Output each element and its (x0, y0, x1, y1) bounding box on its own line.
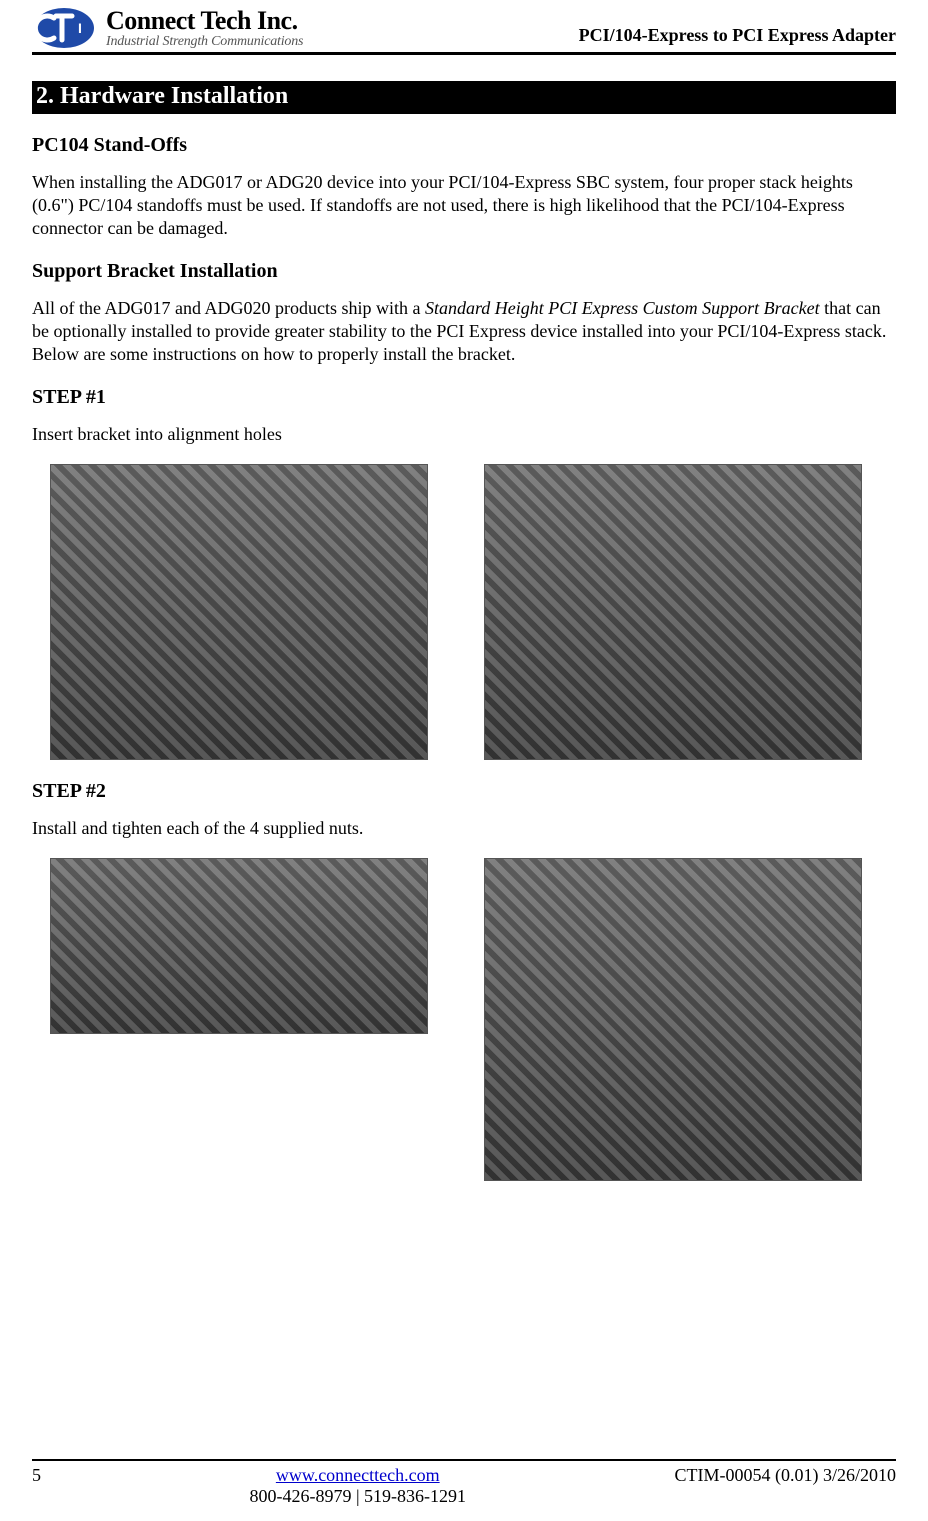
page-content: 2. Hardware Installation PC104 Stand-Off… (32, 55, 896, 1459)
heading-bracket: Support Bracket Installation (32, 260, 896, 283)
image-row-step1 (32, 464, 896, 760)
logo-block: I Connect Tech Inc. Industrial Strength … (32, 6, 303, 50)
company-logo-icon: I (32, 6, 96, 50)
image-row-step2 (32, 858, 896, 1181)
bracket-text-pre: All of the ADG017 and ADG020 products sh… (32, 298, 425, 318)
footer-doc-id: CTIM-00054 (0.01) 3/26/2010 (675, 1465, 896, 1486)
company-tagline: Industrial Strength Communications (106, 35, 303, 49)
svg-text:I: I (78, 20, 82, 36)
company-name: Connect Tech Inc. (106, 8, 303, 34)
footer-center: www.connecttech.com 800-426-8979 | 519-8… (249, 1465, 466, 1507)
heading-step1: STEP #1 (32, 386, 896, 409)
footer-url-link[interactable]: www.connecttech.com (276, 1465, 440, 1485)
footer-phones: 800-426-8979 | 519-836-1291 (249, 1486, 466, 1506)
image-step1-left (50, 464, 428, 760)
logo-text: Connect Tech Inc. Industrial Strength Co… (106, 8, 303, 49)
image-step2-right (484, 858, 862, 1181)
bracket-text-italic: Standard Height PCI Express Custom Suppo… (425, 298, 820, 318)
paragraph-bracket: All of the ADG017 and ADG020 products sh… (32, 297, 896, 366)
image-step2-left (50, 858, 428, 1034)
document-title: PCI/104-Express to PCI Express Adapter (579, 25, 896, 50)
heading-standoffs: PC104 Stand-Offs (32, 134, 896, 157)
paragraph-step1: Insert bracket into alignment holes (32, 423, 896, 446)
section-heading-bar: 2. Hardware Installation (32, 81, 896, 114)
image-step1-right (484, 464, 862, 760)
page-footer: 5 www.connecttech.com 800-426-8979 | 519… (32, 1459, 896, 1521)
footer-page-number: 5 (32, 1465, 41, 1486)
page-header: I Connect Tech Inc. Industrial Strength … (32, 0, 896, 55)
heading-step2: STEP #2 (32, 780, 896, 803)
paragraph-step2: Install and tighten each of the 4 suppli… (32, 817, 896, 840)
paragraph-standoffs: When installing the ADG017 or ADG20 devi… (32, 171, 896, 240)
